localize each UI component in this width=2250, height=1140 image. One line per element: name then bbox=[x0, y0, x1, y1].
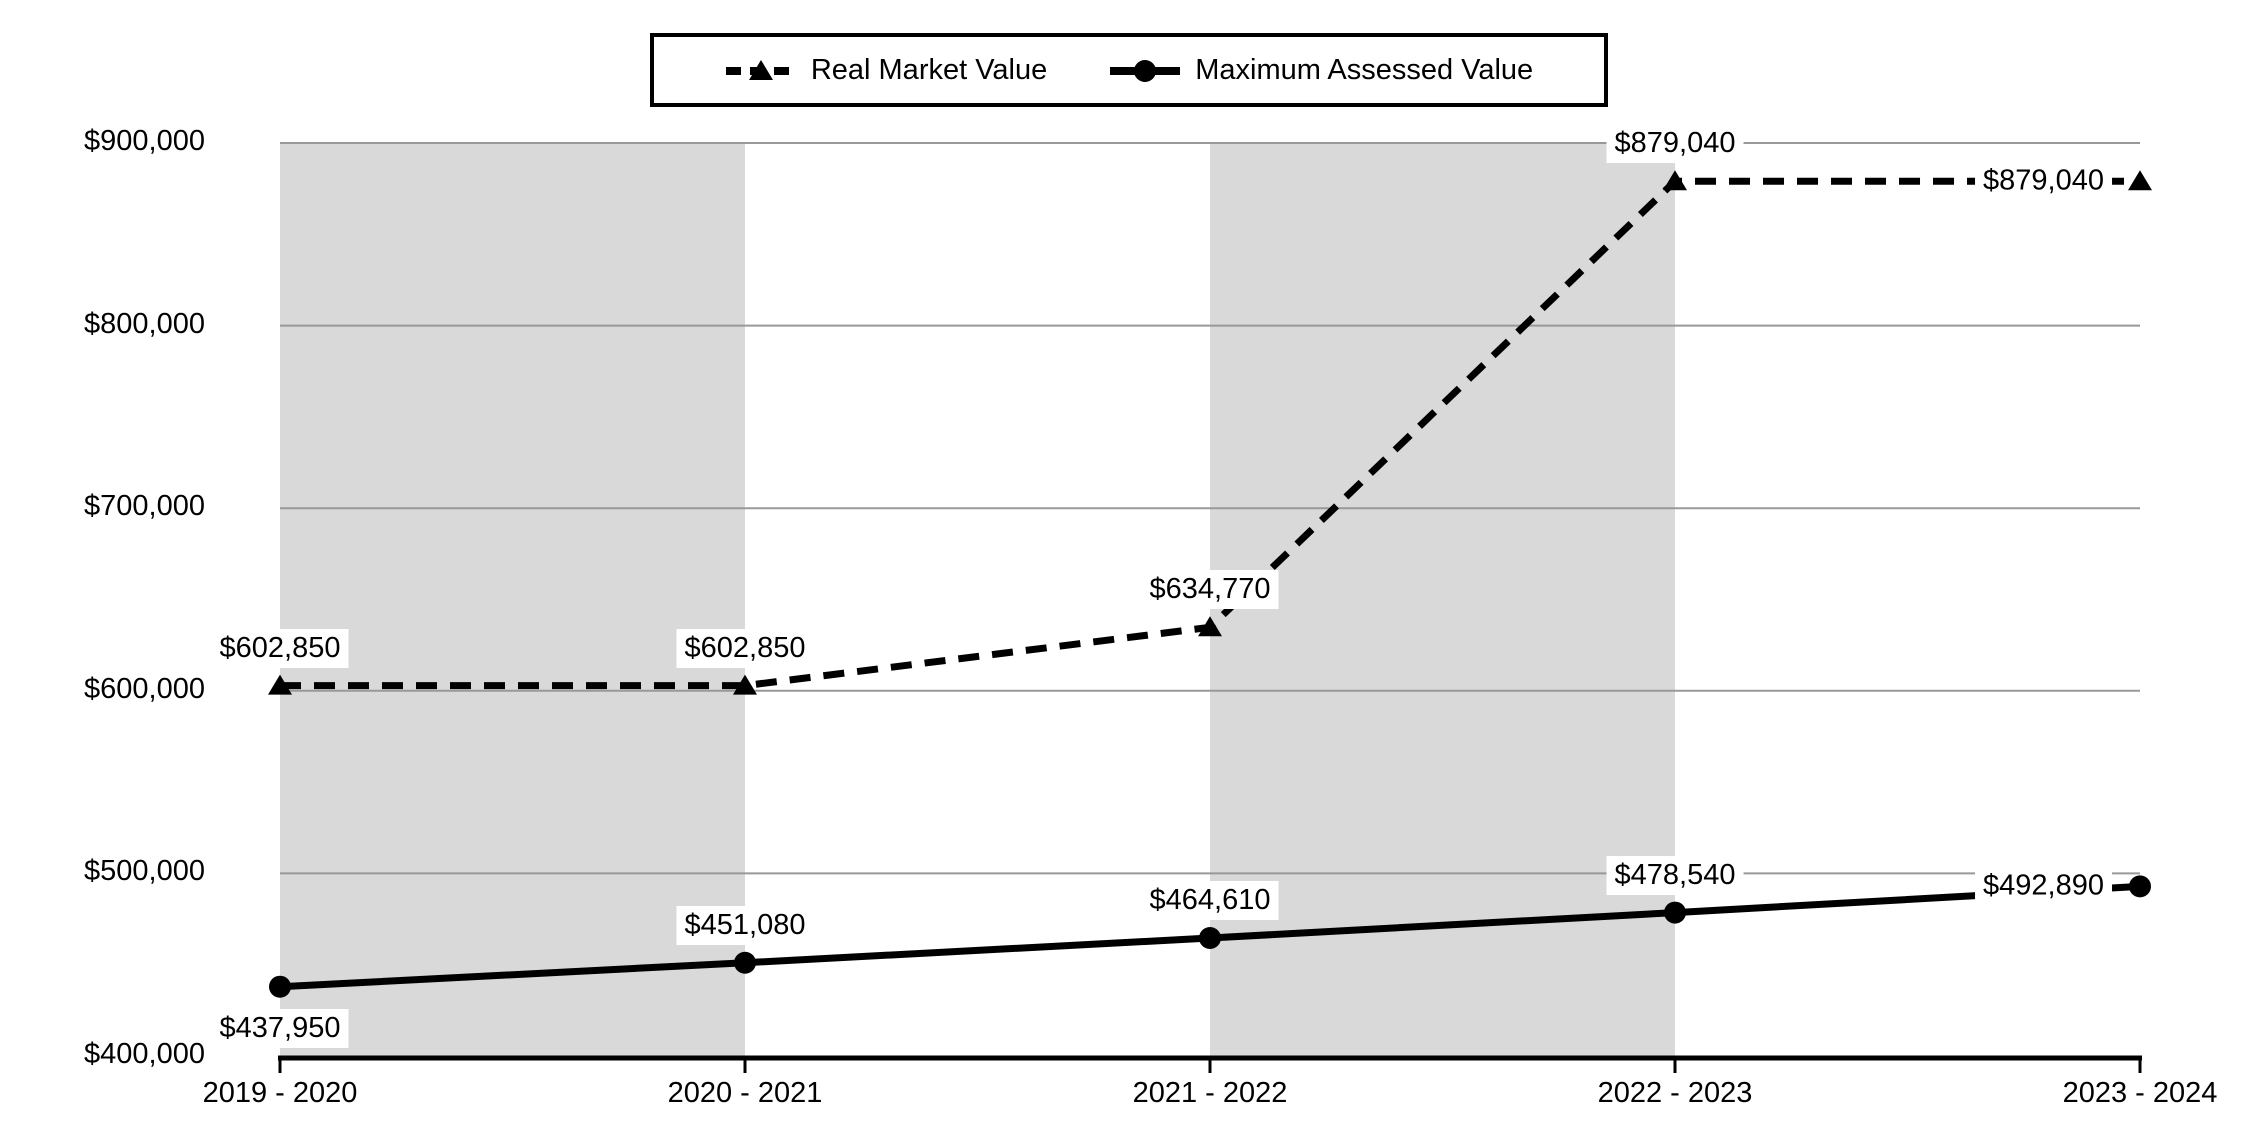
legend-item-maximum-assessed-value: Maximum Assessed Value bbox=[1109, 54, 1533, 87]
data-label: $602,850 bbox=[211, 628, 349, 668]
data-label: $464,610 bbox=[1141, 881, 1279, 921]
x-tick-label: 2019 - 2020 bbox=[202, 1077, 358, 1109]
marker-circle-icon bbox=[2129, 875, 2151, 898]
marker-circle-icon bbox=[734, 951, 756, 974]
marker-triangle-icon bbox=[2128, 170, 2152, 191]
y-tick-label: $800,000 bbox=[84, 307, 205, 340]
legend-label-maximum-assessed-value: Maximum Assessed Value bbox=[1195, 53, 1534, 86]
data-label: $602,850 bbox=[676, 628, 814, 668]
legend-item-real-market-value: Real Market Value bbox=[725, 54, 1047, 87]
marker-circle-icon bbox=[269, 975, 291, 998]
dashed-line-triangle-marker-icon bbox=[725, 60, 796, 80]
x-tick-label: 2023 - 2024 bbox=[2062, 1077, 2218, 1109]
data-label: $492,890 bbox=[1975, 866, 2112, 906]
y-tick-label: $900,000 bbox=[84, 125, 205, 157]
plot-band bbox=[280, 143, 745, 1056]
data-label: $451,080 bbox=[676, 905, 814, 945]
y-tick-label: $700,000 bbox=[84, 490, 205, 523]
data-label: $879,040 bbox=[1606, 124, 1744, 164]
data-label: $879,040 bbox=[1975, 161, 2112, 201]
marker-triangle-icon bbox=[1198, 616, 1222, 637]
data-label: $478,540 bbox=[1606, 855, 1744, 895]
data-label: $634,770 bbox=[1141, 570, 1279, 610]
marker-triangle-icon bbox=[268, 674, 292, 695]
y-tick-label: $500,000 bbox=[84, 855, 205, 888]
marker-triangle-icon bbox=[733, 674, 757, 695]
x-tick-label: 2020 - 2021 bbox=[667, 1077, 823, 1109]
legend: Real Market Value Maximum Assessed Value bbox=[650, 33, 1608, 107]
legend-label-real-market-value: Real Market Value bbox=[810, 53, 1048, 86]
solid-line-circle-marker-icon bbox=[1110, 60, 1181, 82]
marker-circle-icon bbox=[1664, 901, 1686, 924]
x-tick-label: 2022 - 2023 bbox=[1597, 1077, 1753, 1109]
y-tick-label: $400,000 bbox=[84, 1038, 205, 1070]
marker-circle-icon bbox=[1199, 927, 1221, 950]
marker-triangle-icon bbox=[1663, 170, 1687, 191]
plot-band bbox=[1210, 143, 1675, 1056]
x-tick-label: 2021 - 2022 bbox=[1132, 1077, 1288, 1109]
y-tick-label: $600,000 bbox=[84, 672, 205, 705]
data-label: $437,950 bbox=[211, 1008, 349, 1048]
